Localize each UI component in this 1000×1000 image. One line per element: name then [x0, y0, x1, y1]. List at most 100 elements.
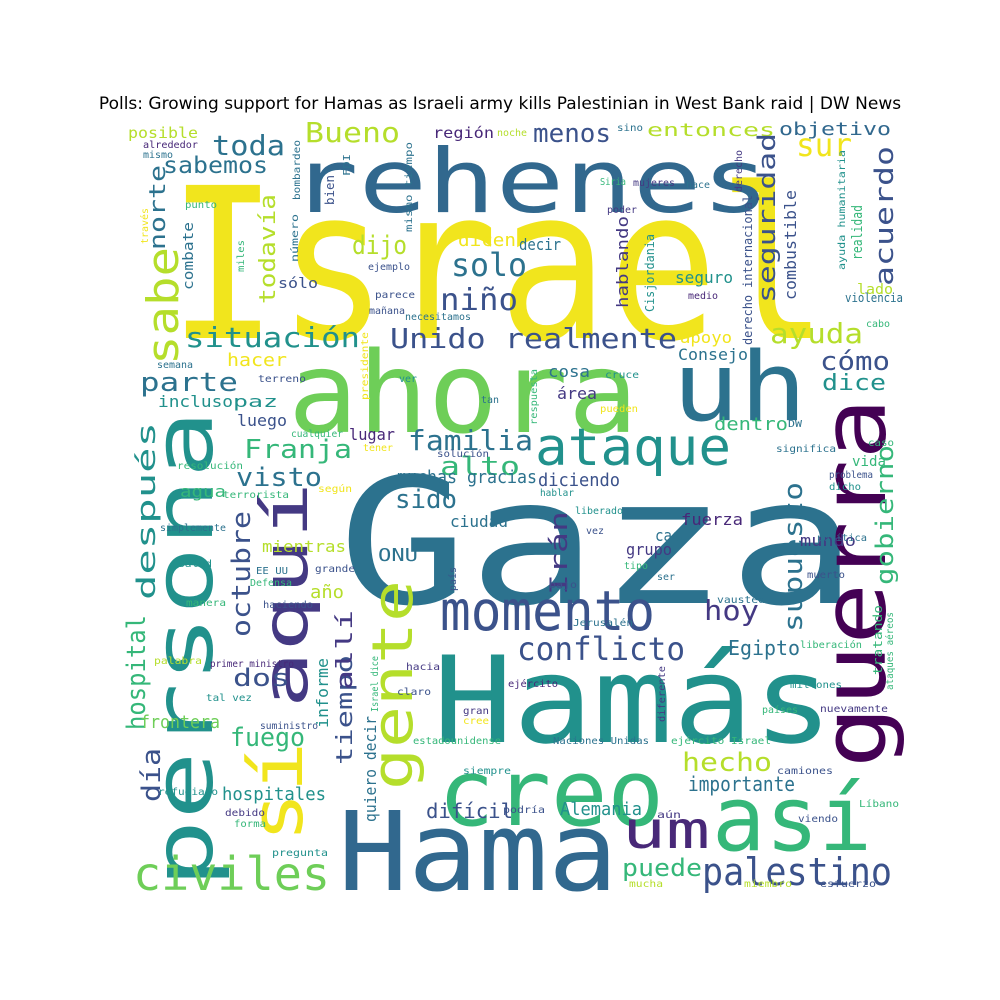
word-ejercito-israel: ejército Israel: [671, 735, 771, 747]
word-tipo: tipo: [624, 561, 648, 572]
word-politica: política: [817, 532, 867, 544]
word-mismo-tiempo: mismo tiempo: [404, 142, 415, 232]
word-aun: aún: [657, 809, 681, 821]
word-hoy: hoy: [704, 594, 759, 627]
word-familia: familia: [408, 424, 533, 457]
word-sabe: sabe: [138, 247, 189, 365]
word-ayuda: ayuda: [770, 317, 863, 350]
word-combate: combate: [181, 222, 197, 290]
word-region: región: [433, 124, 494, 142]
word-muchas-gracias: muchas gracias: [397, 467, 537, 488]
word-millones: millones: [790, 680, 842, 691]
word-semana: semana: [157, 360, 193, 371]
word-gente: gente: [361, 580, 426, 790]
word-hablando: hablando: [613, 216, 632, 308]
word-como: cómo: [820, 347, 890, 377]
word-aqui: aquí: [249, 482, 322, 708]
word-fuerza: fuerza: [681, 510, 743, 529]
word-octubre: octubre: [227, 511, 257, 637]
word-dicho: dicho: [829, 482, 861, 493]
word-fuego: fuego: [230, 723, 305, 753]
word-puede: puede: [622, 854, 702, 882]
word-naciones-unidas: Naciones Unidas: [553, 736, 649, 747]
word-numero: número: [289, 214, 301, 262]
word-punto: punto: [185, 200, 217, 211]
word-simplemente: simplemente: [160, 523, 226, 534]
word-gobierno: gobierno: [871, 445, 899, 585]
word-ver: ver: [399, 374, 417, 385]
word-resolucion: resolución: [177, 460, 243, 472]
word-alli: allí: [333, 610, 358, 690]
word-presidente: presidente: [360, 332, 371, 400]
word-cualquier: cualquier: [291, 429, 343, 440]
word-muerto: muerto: [807, 570, 845, 581]
word-palabra: palabra: [154, 656, 202, 667]
word-cisjordania: Cisjordania: [643, 234, 657, 312]
word-hama: Hama: [338, 788, 618, 916]
word-cabo: cabo: [866, 319, 890, 330]
word-sabemos: sabemos: [163, 153, 268, 179]
word-libano: Líbano: [859, 798, 899, 810]
word-todavia: todavía: [256, 194, 281, 304]
word-tal-vez: tal vez: [206, 693, 252, 704]
word-cruce: cruce: [605, 370, 639, 381]
word-vausted: vausted: [717, 595, 765, 606]
word-objetivo: objetivo: [779, 119, 891, 140]
word-dicen: dicen: [458, 230, 516, 251]
word-guerra: guerra: [803, 398, 906, 768]
word-solo: solo: [451, 246, 527, 284]
word-refugiado: refugiado: [158, 787, 218, 798]
word-siria: Siria: [600, 177, 626, 188]
word-defensa: Defensa: [250, 578, 292, 589]
word-pais: país: [447, 567, 459, 591]
word-alto: alto: [440, 452, 520, 482]
word-seguridad: seguridad: [753, 133, 781, 303]
word-dos: dos: [233, 664, 290, 692]
word-si: sí: [235, 742, 319, 842]
word-luego: luego: [237, 411, 287, 430]
word-israel-dice: Israel dice: [370, 656, 381, 712]
word-dw: DW: [788, 419, 803, 430]
word-lado: lado: [857, 282, 893, 298]
word-dificil: difícil: [426, 799, 513, 823]
word-suministro: suministro: [260, 721, 318, 732]
word-miles: miles: [236, 240, 247, 272]
word-hacia: hacia: [406, 662, 440, 673]
word-salud: Salud: [178, 559, 212, 570]
word-solucion: solución: [437, 448, 489, 460]
word-derecho-internacional: derecho internacional: [741, 195, 755, 345]
word-hospitales: hospitales: [222, 784, 326, 805]
word-segun: según: [318, 483, 352, 495]
word-nino: niño: [440, 283, 518, 318]
word-tiempo: tiempo: [333, 655, 358, 765]
word-quiero-decir: quiero decir: [361, 716, 380, 822]
word-apoyo: apoyo: [680, 328, 732, 347]
word-estadounidense: estadounidense: [413, 736, 501, 747]
word-nuevamente: nuevamente: [820, 704, 888, 715]
word-tratando: tratando: [871, 605, 885, 675]
word-norte: norte: [146, 165, 171, 250]
word-palestino: palestino: [702, 850, 892, 894]
word-sur: sur: [796, 126, 852, 164]
word-hablar: hablar: [540, 488, 574, 499]
word-solo: sólo: [278, 276, 318, 292]
word-toda: toda: [212, 129, 285, 162]
word-importante: importante: [688, 772, 795, 796]
word-visto: visto: [236, 463, 322, 493]
word-necesitamos: necesitamos: [405, 312, 471, 323]
word-fdi: FDI: [342, 154, 353, 176]
word-area: área: [557, 384, 597, 403]
word-cosa: cosa: [548, 362, 590, 381]
word-forma: forma: [234, 819, 266, 830]
word-sino: sino: [617, 123, 643, 134]
word-medio: medio: [688, 291, 718, 302]
word-dia: día: [137, 748, 167, 802]
word-mismo: mismo: [143, 150, 173, 161]
word-primer-ministro: primer ministro: [210, 659, 294, 670]
word-tan: tan: [481, 395, 499, 406]
word-ser: ser: [657, 572, 675, 583]
word-frontera: frontera: [140, 712, 220, 733]
word-liberacion: liberación: [800, 639, 862, 651]
